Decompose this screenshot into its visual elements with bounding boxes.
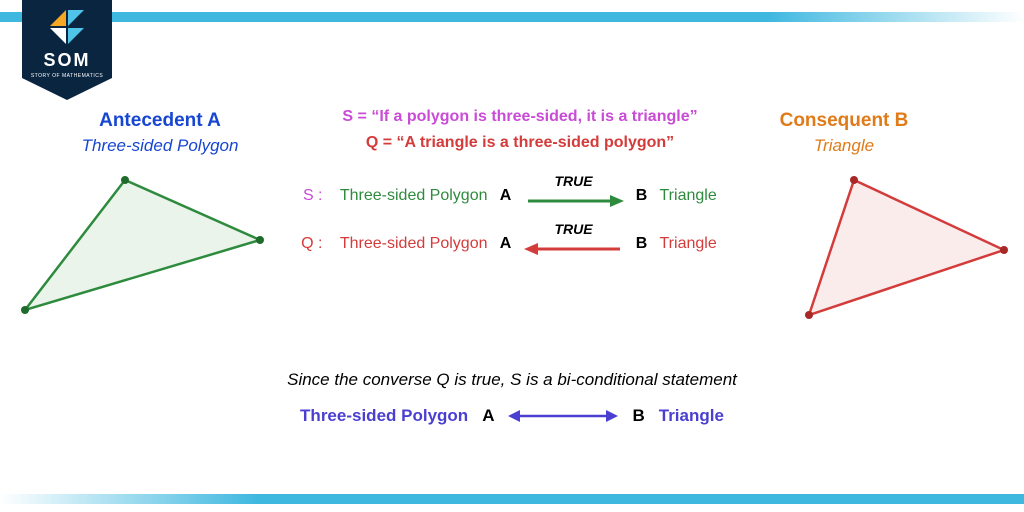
row-q-prefix: Q :	[291, 235, 323, 253]
row-s-right: Triangle	[660, 187, 750, 205]
center-block: S = “If a polygon is three-sided, it is …	[280, 108, 760, 272]
row-q-b: B	[634, 235, 650, 253]
consequent-heading: Consequent B Triangle	[754, 110, 934, 156]
row-s-left: Three-sided Polygon	[333, 187, 488, 205]
conclusion-b: B	[632, 406, 644, 426]
conclusion-right: Triangle	[659, 406, 724, 426]
statement-s: S = “If a polygon is three-sided, it is …	[280, 108, 760, 126]
conclusion-block: Since the converse Q is true, S is a bi-…	[0, 370, 1024, 426]
row-s-b: B	[634, 187, 650, 205]
conclusion-a: A	[482, 406, 494, 426]
row-q-arrow: TRUE	[524, 227, 624, 261]
logo-text: SOM	[43, 50, 90, 70]
top-bar	[0, 12, 1024, 22]
conclusion-text: Since the converse Q is true, S is a bi-…	[0, 370, 1024, 390]
row-q-right: Triangle	[660, 235, 750, 253]
bottom-bar	[0, 494, 1024, 504]
row-s-truth: TRUE	[524, 173, 624, 189]
logo-badge: SOM STORY OF MATHEMATICS	[22, 0, 112, 100]
antecedent-triangle	[10, 165, 270, 325]
row-s-arrow: TRUE	[524, 179, 624, 213]
antecedent-label: Antecedent A	[60, 110, 260, 132]
antecedent-heading: Antecedent A Three-sided Polygon	[60, 110, 260, 156]
row-q-a: A	[498, 235, 514, 253]
consequent-sub: Triangle	[754, 136, 934, 156]
statement-q: Q = “A triangle is a three-sided polygon…	[280, 134, 760, 152]
row-q-left: Three-sided Polygon	[333, 235, 488, 253]
row-s-prefix: S :	[291, 187, 323, 205]
conclusion-left: Three-sided Polygon	[300, 406, 468, 426]
antecedent-sub: Three-sided Polygon	[60, 136, 260, 156]
row-s-a: A	[498, 187, 514, 205]
arrow-double-icon	[508, 406, 618, 426]
consequent-triangle	[794, 165, 1014, 325]
conclusion-relation: Three-sided Polygon A B Triangle	[0, 406, 1024, 426]
logo-tagline: STORY OF MATHEMATICS	[31, 73, 103, 79]
row-q-truth: TRUE	[524, 221, 624, 237]
consequent-label: Consequent B	[754, 110, 934, 132]
relation-row-q: Q : Three-sided Polygon A TRUE B Triangl…	[280, 224, 760, 264]
relation-row-s: S : Three-sided Polygon A TRUE B Triangl…	[280, 176, 760, 216]
